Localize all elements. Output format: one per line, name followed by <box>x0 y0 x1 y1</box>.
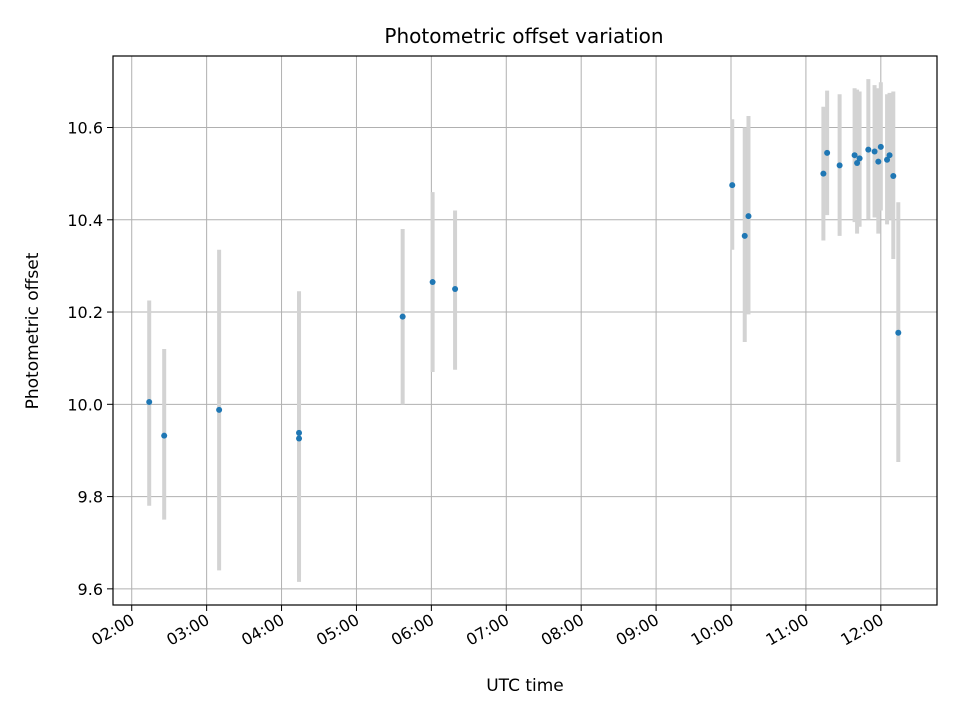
data-point <box>875 158 882 165</box>
data-point <box>216 406 223 413</box>
x-tick-label: 05:00 <box>313 610 362 650</box>
data-point <box>877 143 884 150</box>
y-tick-label: 10.2 <box>67 303 103 322</box>
data-point <box>890 172 897 179</box>
x-tick-label: 02:00 <box>88 610 137 650</box>
y-axis-ticks: 9.6 9.8 10.0 10.2 10.4 10.6 <box>67 119 113 599</box>
data-point <box>854 160 861 167</box>
x-tick-label: 11:00 <box>762 610 811 650</box>
x-tick-label: 03:00 <box>163 610 212 650</box>
data-point <box>296 435 303 442</box>
data-point <box>296 429 303 436</box>
data-point <box>884 156 891 163</box>
data-point <box>856 155 863 162</box>
grid <box>113 56 937 605</box>
y-tick-label: 9.6 <box>78 580 103 599</box>
x-tick-label: 12:00 <box>837 610 886 650</box>
data-point <box>741 232 748 239</box>
data-point <box>146 399 153 406</box>
data-point <box>886 152 893 159</box>
data-point <box>895 329 902 336</box>
x-tick-label: 10:00 <box>688 610 737 650</box>
data-point <box>161 432 168 439</box>
data-point <box>851 152 858 159</box>
x-axis-label: UTC time <box>486 676 564 696</box>
x-tick-label: 06:00 <box>388 610 437 650</box>
data-point <box>865 146 872 153</box>
data-point <box>836 162 843 169</box>
x-axis-ticks: 02:00 03:00 04:00 05:00 06:00 07:00 08:00 09:00… <box>88 605 887 650</box>
x-tick-label: 08:00 <box>538 610 587 650</box>
data-point <box>429 279 436 286</box>
y-tick-label: 10.4 <box>67 211 103 230</box>
y-tick-label: 9.8 <box>78 488 103 507</box>
data-point <box>452 285 459 292</box>
data-point <box>820 170 827 177</box>
data-point <box>745 213 752 220</box>
x-tick-label: 04:00 <box>238 610 287 650</box>
data-point <box>729 182 736 189</box>
y-tick-label: 10.0 <box>67 395 103 414</box>
data-point <box>871 148 878 155</box>
data-points <box>146 143 902 442</box>
plot-area-frame <box>112 55 938 606</box>
x-tick-label: 09:00 <box>613 610 662 650</box>
y-axis-label: Photometric offset <box>23 252 43 409</box>
chart-title: Photometric offset variation <box>384 24 663 48</box>
y-tick-label: 10.6 <box>67 119 103 138</box>
data-point <box>399 313 406 320</box>
data-point <box>824 149 831 156</box>
x-tick-label: 07:00 <box>463 610 512 650</box>
error-bars <box>147 79 901 582</box>
